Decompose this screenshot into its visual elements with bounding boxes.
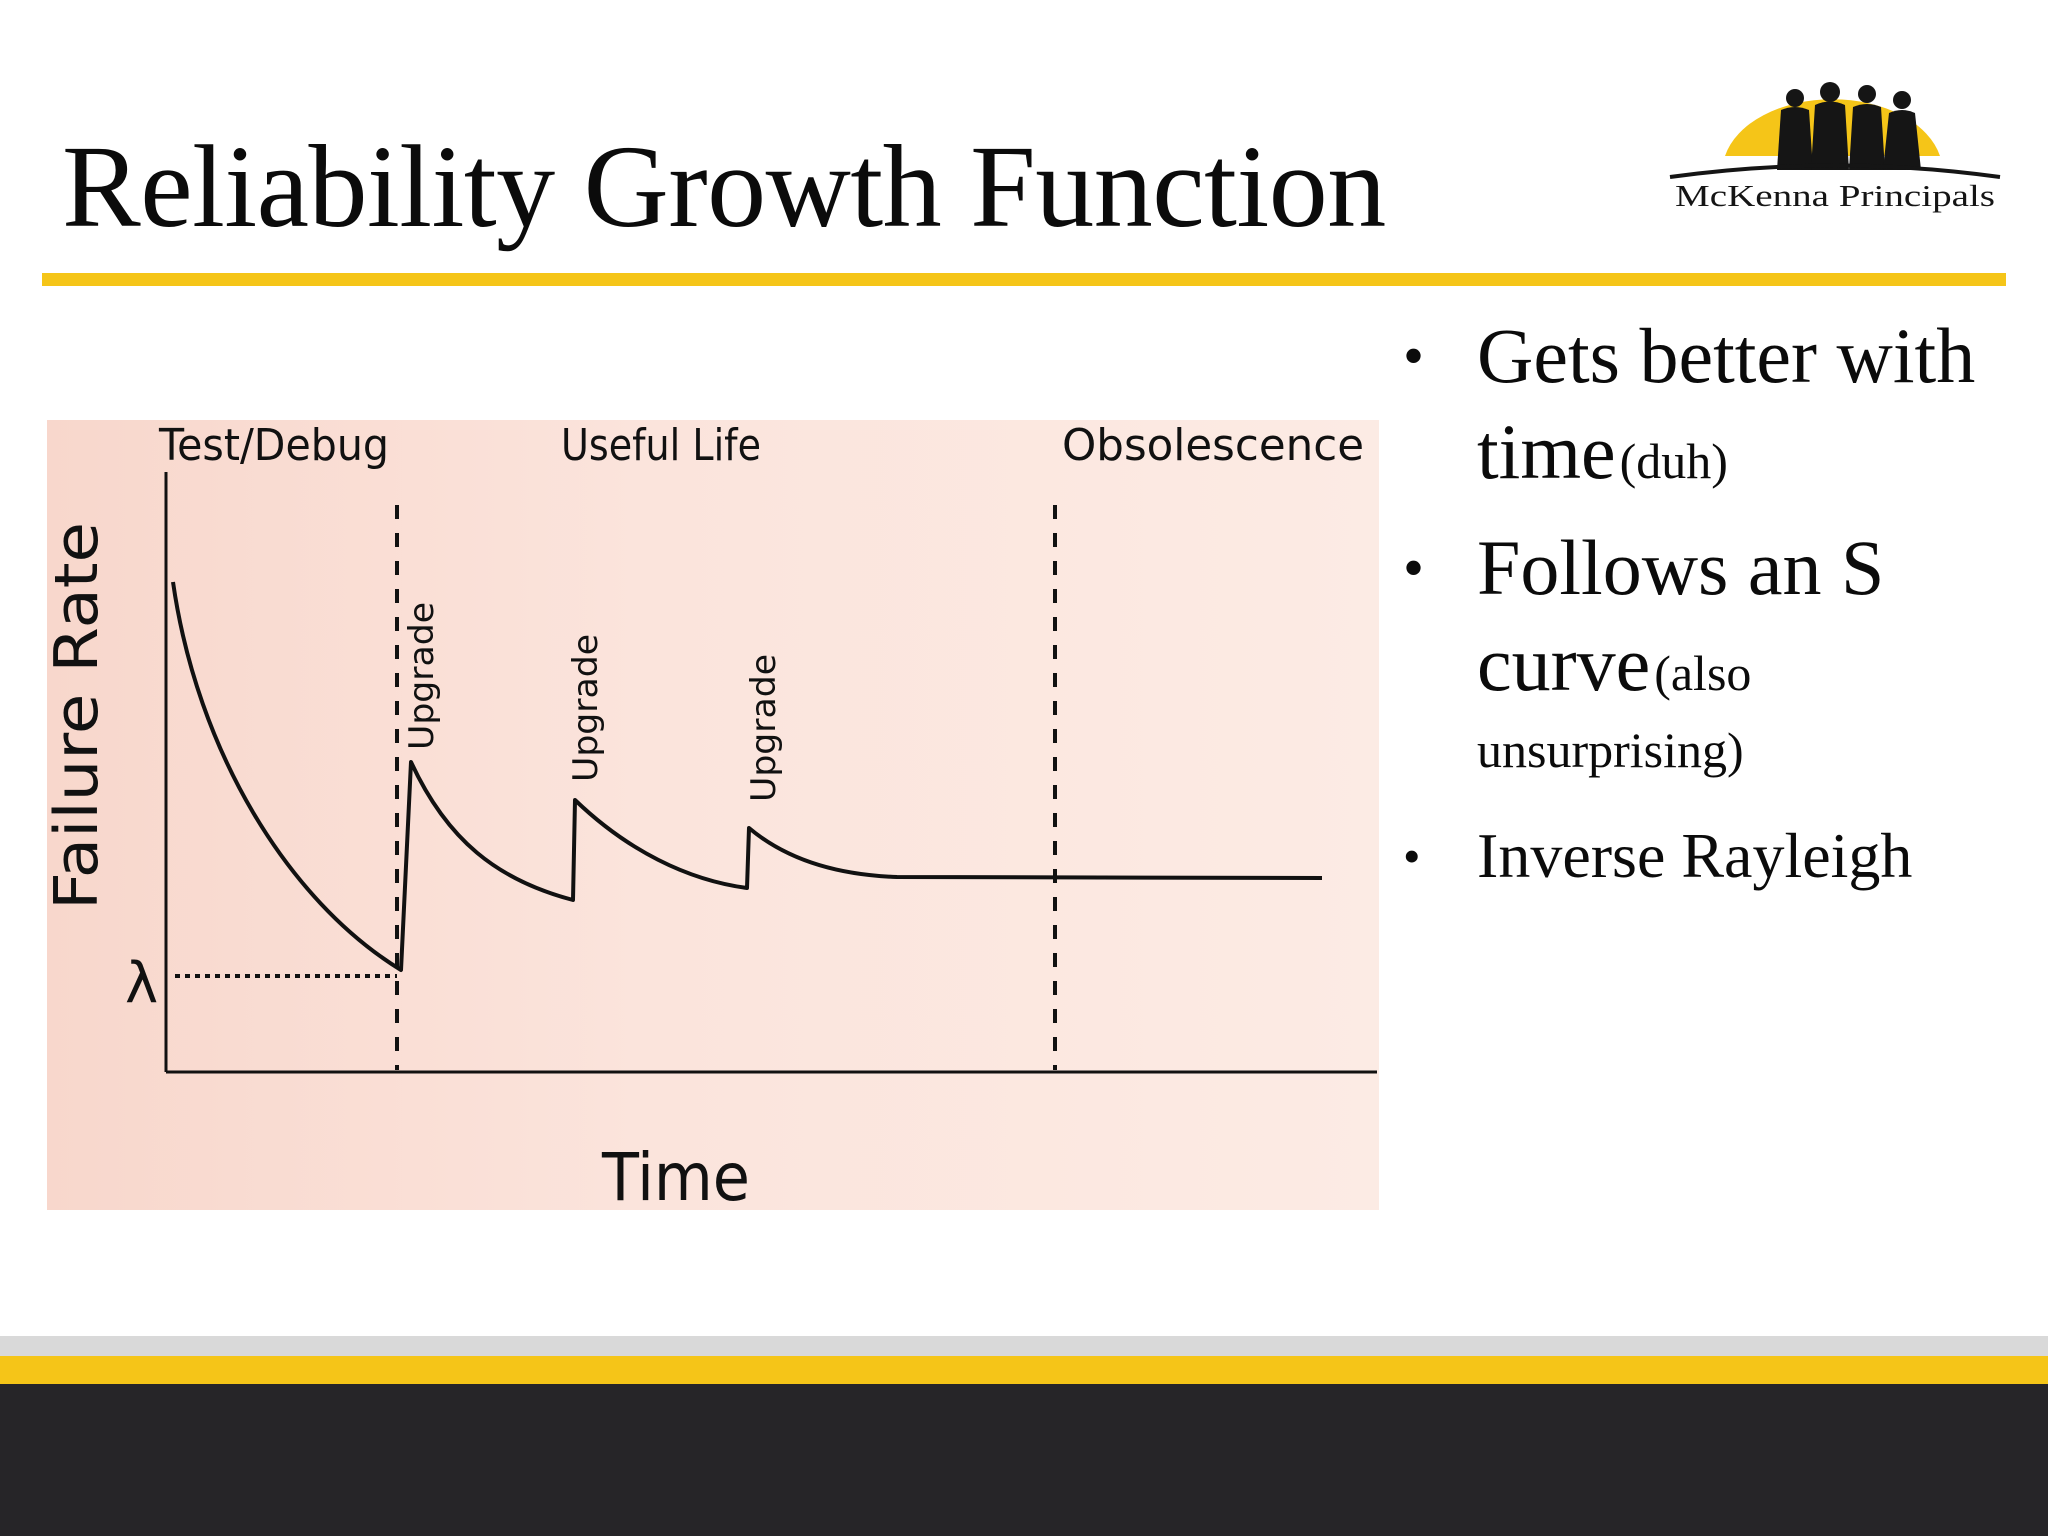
- x-axis-label: Time: [601, 1139, 750, 1210]
- bullet-marker: •: [1403, 535, 1425, 601]
- bullet-marker: •: [1403, 828, 1421, 884]
- phase-label-obsolescence: Obsolescence: [1062, 420, 1364, 471]
- slide-title: Reliability Growth Function: [62, 121, 1386, 252]
- logo-text: McKenna Principals: [1675, 178, 1995, 213]
- phase-label-useful-life: Useful Life: [561, 420, 761, 471]
- lambda-label: λ: [125, 951, 158, 1016]
- bullet-text: Inverse Rayleigh: [1477, 820, 1913, 891]
- bullet-list: • Gets better with time (duh) • Follows …: [1385, 308, 2025, 924]
- logo-graphic: McKenna Principals: [1669, 82, 2001, 213]
- reliability-curve-figure: Test/Debug Useful Life Obsolescence Fail…: [47, 420, 1379, 1210]
- footer-divider: [0, 1336, 2048, 1356]
- upgrade-label-2: Upgrade: [566, 634, 606, 782]
- bullet-item: • Follows an S curve (also unsurprising): [1385, 520, 2025, 788]
- failure-rate-diagram: Test/Debug Useful Life Obsolescence Fail…: [47, 420, 1377, 1210]
- y-axis-label: Failure Rate: [47, 522, 112, 910]
- bullet-item: • Inverse Rayleigh: [1385, 808, 2025, 904]
- bullet-text: Follows an S curve: [1477, 524, 1885, 707]
- failure-rate-curve: [171, 581, 1323, 972]
- upgrade-label-3: Upgrade: [744, 654, 784, 802]
- footer-accent-stripe: [0, 1356, 2048, 1384]
- bullet-marker: •: [1403, 323, 1425, 389]
- title-underline: [42, 273, 2006, 286]
- company-logo: McKenna Principals: [1665, 78, 2005, 218]
- bullet-text: Gets better with time: [1477, 312, 1976, 495]
- phase-label-test-debug: Test/Debug: [158, 420, 389, 471]
- footer-bar: [0, 1384, 2048, 1536]
- bullet-item: • Gets better with time (duh): [1385, 308, 2025, 500]
- upgrade-label-1: Upgrade: [402, 602, 442, 750]
- footer-bar-fill: [0, 1384, 2048, 1536]
- footer-accent-fill: [0, 1356, 2048, 1384]
- bullet-note: (also unsurprising): [1477, 645, 1752, 778]
- title-underline-fill: [42, 273, 2006, 286]
- bullet-note: (duh): [1619, 433, 1728, 489]
